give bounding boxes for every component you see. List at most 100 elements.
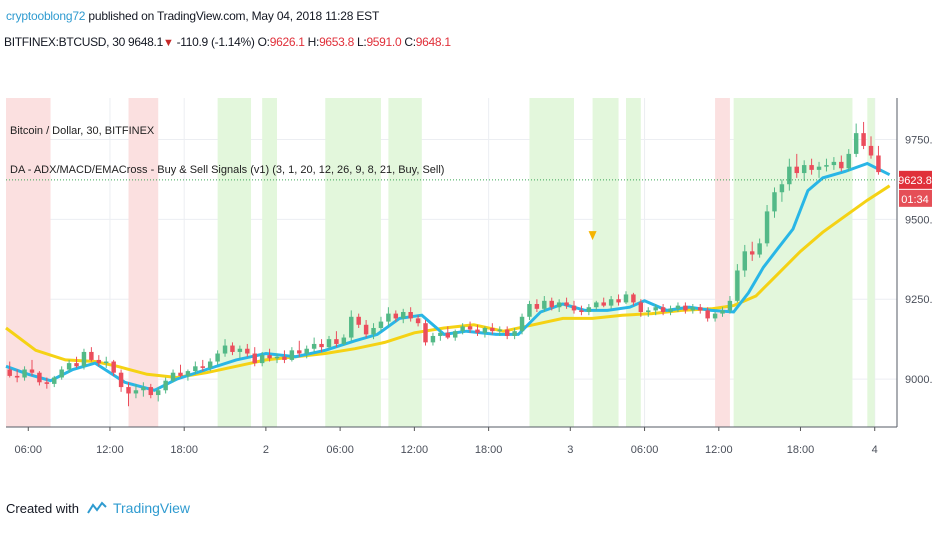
candle-body <box>749 251 755 255</box>
candle-body <box>876 155 881 173</box>
candle-body <box>14 375 20 378</box>
countdown-tag <box>899 189 932 207</box>
created-with-text: Created with <box>6 500 79 516</box>
candle-body <box>690 307 696 311</box>
candle-body <box>534 304 540 309</box>
down-arrow-icon: ▼ <box>162 37 174 49</box>
candle-body <box>66 363 72 370</box>
symbol-line: BITFINEX:BTCUSD, 30 9648.1 ▼ -110.9 (-1.1… <box>4 35 451 49</box>
candle-body <box>319 343 324 348</box>
candle-body <box>831 161 837 166</box>
candle-body <box>52 377 57 384</box>
candle-body <box>556 302 562 308</box>
buy-zone <box>867 98 875 427</box>
sell-zone <box>6 98 51 427</box>
candle-body <box>571 305 577 311</box>
candle-body <box>29 369 35 373</box>
candle-body <box>245 348 250 354</box>
tradingview-link[interactable]: TradingView <box>112 500 191 516</box>
candle-body <box>735 270 740 301</box>
candle-body <box>430 335 436 343</box>
footer: Created with TradingView <box>6 500 190 516</box>
candle-body <box>89 351 94 360</box>
candle-body <box>720 310 725 314</box>
price-chart[interactable]: 9623.8 01:34 Bitcoin / Dollar, 30, BITFINE… <box>0 90 932 470</box>
countdown-label: 01:34 <box>901 194 929 206</box>
candle-body <box>297 350 302 354</box>
x-tick-label: 06:00 <box>15 444 43 456</box>
candle-body <box>178 372 183 376</box>
candle-body <box>764 211 770 244</box>
high-value: 9653.8 <box>319 35 354 49</box>
candle-body <box>549 300 554 308</box>
y-tick-label: 9500.0 <box>905 214 932 226</box>
candle-body <box>378 321 384 328</box>
candle-body <box>133 390 139 394</box>
y-tick-label: 9750.0 <box>905 135 932 147</box>
candle-body <box>200 366 205 368</box>
low-label: L: <box>357 35 367 49</box>
candle-body <box>512 331 517 336</box>
open-label: O: <box>257 35 270 49</box>
buy-zone <box>262 98 278 427</box>
current-price-label: 9623.8 <box>898 175 932 187</box>
candle-body <box>594 302 599 308</box>
candle-body <box>564 302 569 306</box>
candle-body <box>668 308 673 313</box>
candle-body <box>712 313 718 319</box>
candle-body <box>579 310 584 313</box>
candle-body <box>608 299 614 306</box>
sell-zone <box>128 98 159 427</box>
candle-body <box>274 356 280 359</box>
candle-body <box>401 312 406 319</box>
candle-body <box>519 316 525 332</box>
x-tick-label: 12:00 <box>401 444 429 456</box>
author-link[interactable]: cryptooblong72 <box>6 9 86 23</box>
x-tick-label: 4 <box>872 444 878 456</box>
buy-zone <box>217 98 252 427</box>
candle-body <box>311 343 317 349</box>
x-tick-label: 06:00 <box>631 444 659 456</box>
candle-body <box>482 327 488 333</box>
y-tick-label: 9250.0 <box>905 294 932 306</box>
x-tick-label: 06:00 <box>326 444 354 456</box>
candle-body <box>141 387 146 391</box>
x-tick-label: 12:00 <box>96 444 124 456</box>
buy-zone <box>388 98 422 427</box>
candle-body <box>415 318 421 324</box>
symbol-label[interactable]: BITFINEX:BTCUSD, 30 <box>4 35 125 49</box>
candle-body <box>230 345 235 352</box>
candle-body <box>705 310 710 319</box>
low-value: 9591.0 <box>366 35 402 49</box>
candle-body <box>675 305 681 309</box>
candle-body <box>497 329 502 332</box>
buy-zone <box>592 98 619 427</box>
candle-body <box>170 372 176 381</box>
sell-zone <box>715 98 730 427</box>
candle-body <box>237 348 243 352</box>
candle-body <box>37 372 42 383</box>
buy-zone <box>625 98 641 427</box>
candle-body <box>801 165 807 174</box>
candle-body <box>631 294 636 303</box>
candle-body <box>816 166 822 170</box>
high-label: H: <box>307 35 320 49</box>
x-tick-label: 18:00 <box>475 444 503 456</box>
price-change: -110.9 (-1.14%) <box>176 35 255 49</box>
candle-body <box>259 355 265 364</box>
candle-body <box>126 387 131 394</box>
x-tick-label: 18:00 <box>170 444 198 456</box>
candle-body <box>727 300 733 311</box>
candle-body <box>282 356 287 360</box>
buy-zone <box>733 98 853 427</box>
close-value: 9648.1 <box>415 35 451 49</box>
published-text: published on TradingView.com, May 04, 20… <box>85 9 380 23</box>
candle-body <box>356 316 361 325</box>
tradingview-logo-icon <box>87 501 107 514</box>
candle-body <box>794 166 799 174</box>
publish-line: cryptooblong72 published on TradingView.… <box>6 9 379 23</box>
candle-body <box>772 192 777 212</box>
candle-body <box>868 145 874 156</box>
candle-body <box>646 310 651 313</box>
candle-body <box>96 359 102 364</box>
